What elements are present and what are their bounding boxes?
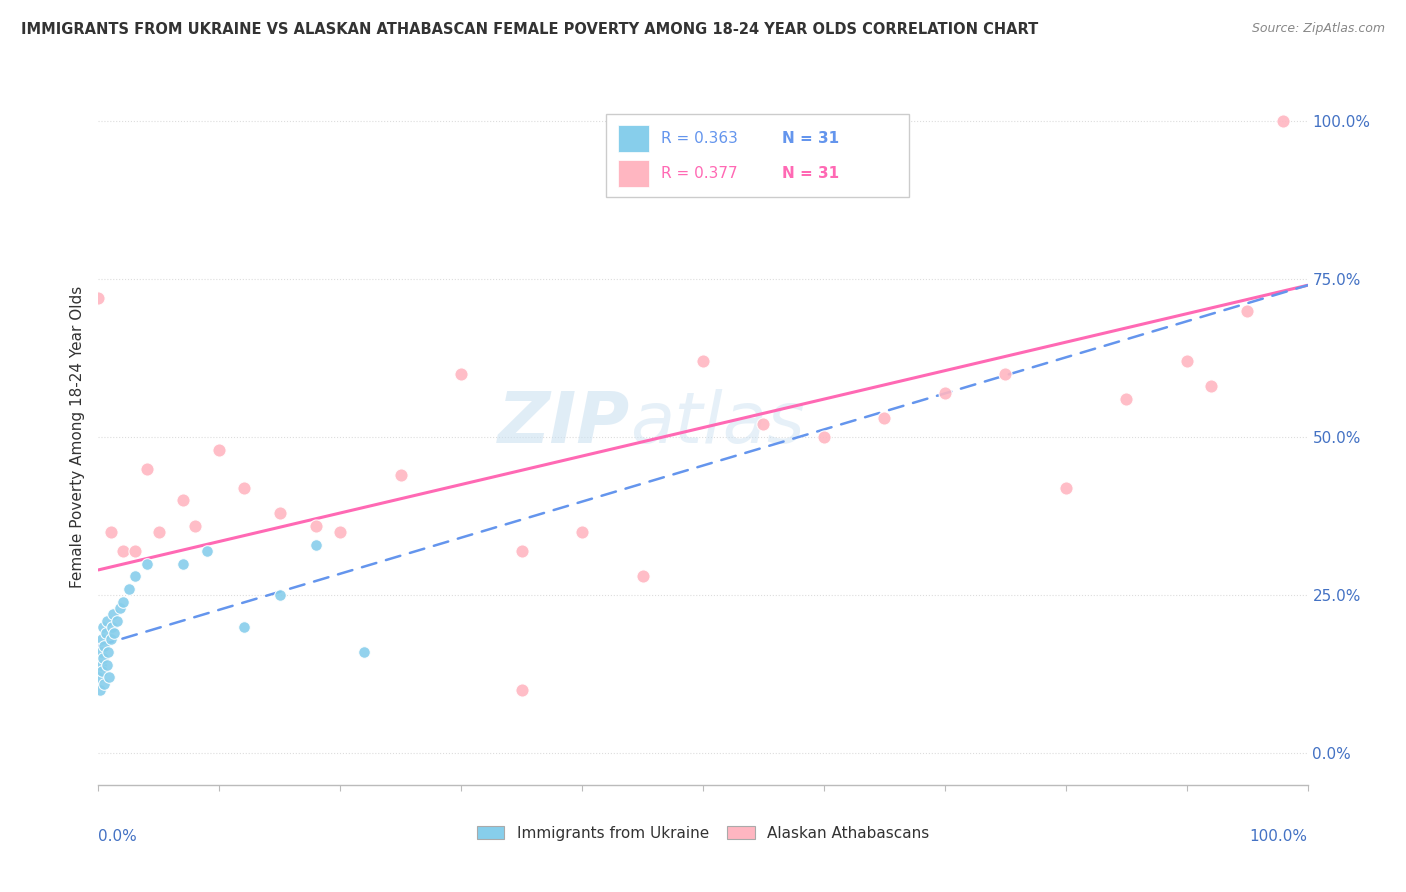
Point	[1236, 303, 1258, 318]
Point	[135, 461, 157, 475]
Text: ZIP: ZIP	[498, 389, 630, 458]
Point	[692, 354, 714, 368]
Point	[148, 524, 170, 539]
Point	[91, 664, 114, 678]
Bar	[619, 161, 648, 186]
Text: N = 31: N = 31	[782, 131, 839, 146]
Point	[269, 588, 291, 602]
Bar	[619, 126, 648, 152]
Point	[305, 518, 328, 533]
Point	[208, 442, 231, 457]
Point	[353, 645, 375, 659]
Point	[994, 367, 1017, 381]
Point	[91, 632, 114, 647]
Point	[111, 544, 134, 558]
Point	[510, 544, 533, 558]
Text: R = 0.363: R = 0.363	[661, 131, 738, 146]
Point	[93, 677, 115, 691]
FancyBboxPatch shape	[606, 113, 908, 197]
Point	[91, 651, 114, 665]
Text: N = 31: N = 31	[782, 166, 839, 181]
Point	[172, 557, 194, 571]
Point	[111, 594, 134, 608]
Text: Source: ZipAtlas.com: Source: ZipAtlas.com	[1251, 22, 1385, 36]
Point	[232, 620, 254, 634]
Point	[813, 430, 835, 444]
Point	[105, 614, 128, 628]
Point	[1175, 354, 1198, 368]
Point	[96, 614, 118, 628]
Point	[93, 639, 115, 653]
Point	[135, 557, 157, 571]
Point	[124, 569, 146, 583]
Point	[89, 683, 111, 698]
Point	[101, 607, 124, 622]
Point	[269, 506, 291, 520]
Text: 100.0%: 100.0%	[1250, 830, 1308, 844]
Point	[510, 683, 533, 698]
Point	[873, 411, 896, 425]
Point	[1199, 379, 1222, 393]
Point	[108, 600, 131, 615]
Point	[90, 657, 112, 672]
Point	[631, 569, 654, 583]
Point	[752, 417, 775, 432]
Point	[1272, 113, 1295, 128]
Text: 0.0%: 0.0%	[98, 830, 138, 844]
Point	[389, 468, 412, 483]
Point	[100, 632, 122, 647]
Text: atlas: atlas	[630, 389, 806, 458]
Point	[172, 493, 194, 508]
Point	[91, 620, 114, 634]
Text: IMMIGRANTS FROM UKRAINE VS ALASKAN ATHABASCAN FEMALE POVERTY AMONG 18-24 YEAR OL: IMMIGRANTS FROM UKRAINE VS ALASKAN ATHAB…	[21, 22, 1039, 37]
Point	[87, 670, 110, 684]
Point	[450, 367, 472, 381]
Point	[329, 524, 352, 539]
Point	[90, 645, 112, 659]
Point	[571, 524, 593, 539]
Point	[97, 645, 120, 659]
Point	[103, 626, 125, 640]
Point	[1054, 481, 1077, 495]
Legend: Immigrants from Ukraine, Alaskan Athabascans: Immigrants from Ukraine, Alaskan Athabas…	[471, 820, 935, 847]
Text: R = 0.377: R = 0.377	[661, 166, 737, 181]
Point	[94, 626, 117, 640]
Point	[195, 544, 218, 558]
Point	[100, 524, 122, 539]
Y-axis label: Female Poverty Among 18-24 Year Olds: Female Poverty Among 18-24 Year Olds	[69, 286, 84, 588]
Point	[124, 544, 146, 558]
Point	[934, 385, 956, 400]
Point	[87, 291, 110, 305]
Point	[184, 518, 207, 533]
Point	[96, 657, 118, 672]
Point	[305, 538, 328, 552]
Point	[1115, 392, 1137, 406]
Point	[100, 620, 122, 634]
Point	[232, 481, 254, 495]
Point	[118, 582, 141, 596]
Point	[98, 670, 121, 684]
